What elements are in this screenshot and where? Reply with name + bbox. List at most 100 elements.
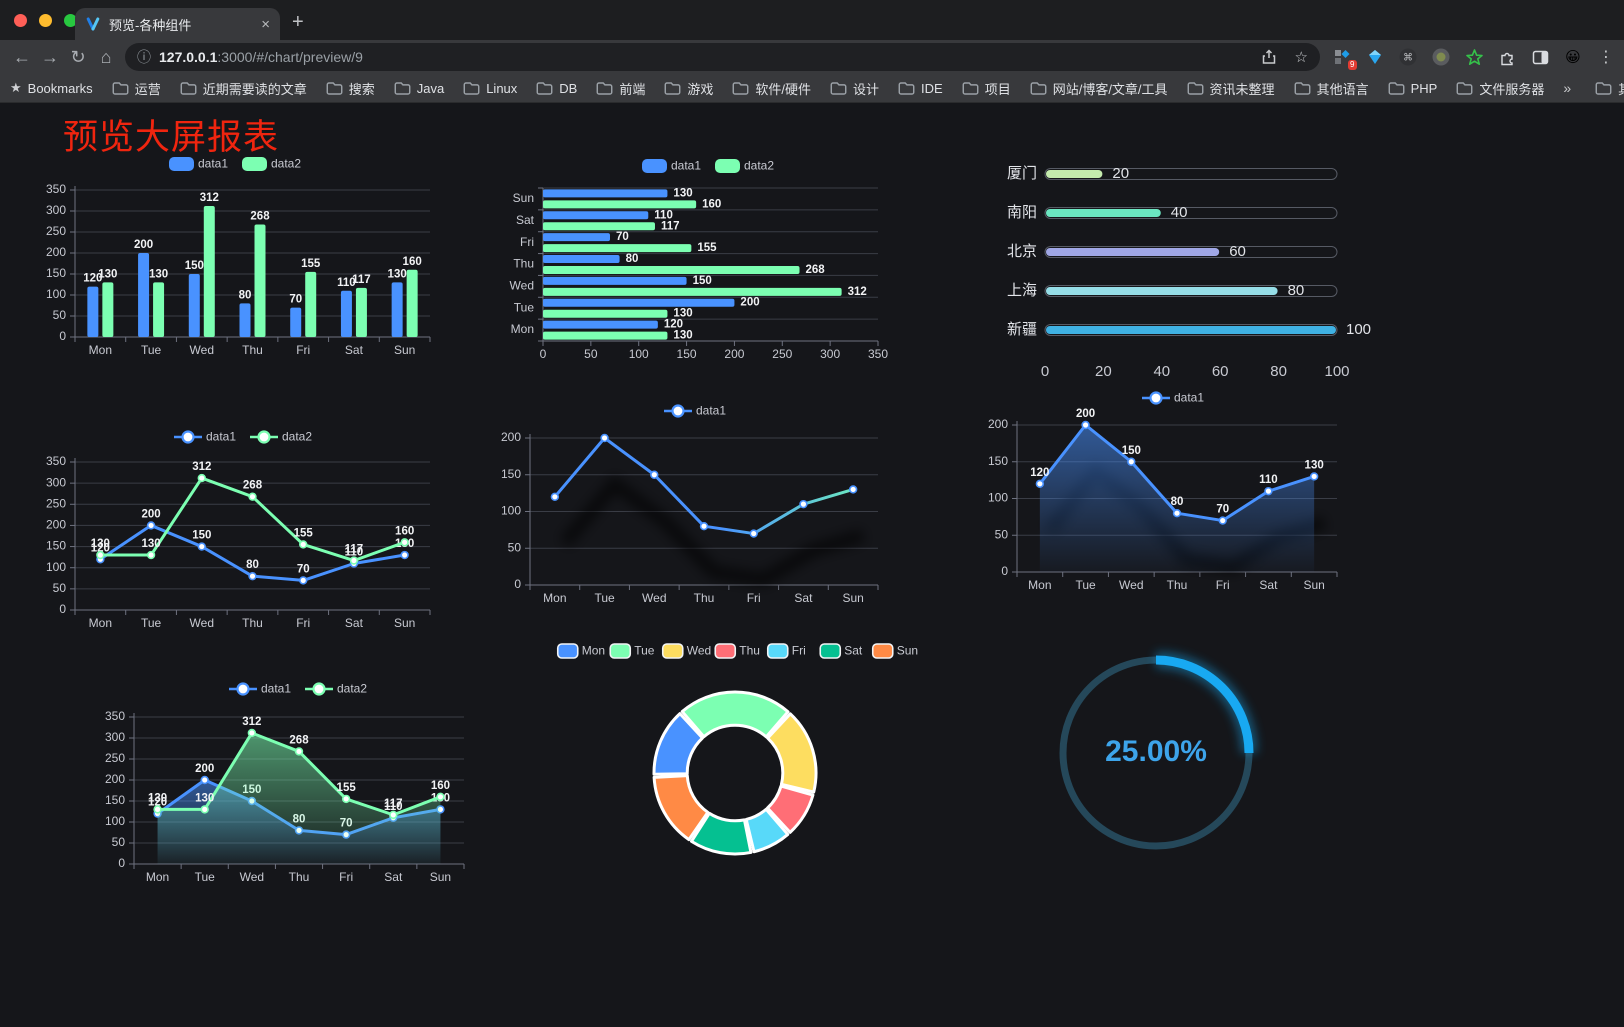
side-panel-icon[interactable]	[1530, 47, 1550, 67]
legend-item[interactable]: data2	[242, 157, 301, 171]
chart-canvas-line-two[interactable]: 0 50 100 150 200 250 300 350 Mon Tue Wed Thu Fri Sat S…	[40, 425, 442, 645]
legend-item[interactable]: Fri	[766, 643, 806, 659]
bar[interactable]	[203, 205, 215, 337]
data-point[interactable]	[153, 805, 162, 814]
bar[interactable]	[543, 331, 668, 340]
bookmark-folder[interactable]: PHP	[1388, 81, 1437, 96]
extensions-puzzle-icon[interactable]	[1497, 47, 1517, 67]
data-point[interactable]	[146, 521, 156, 530]
progress-fill[interactable]	[1046, 248, 1220, 256]
bar[interactable]	[543, 287, 842, 296]
data-point[interactable]	[436, 792, 445, 802]
bookmark-folder[interactable]: 项目	[962, 79, 1011, 98]
data-point[interactable]	[299, 576, 308, 585]
legend-item[interactable]: Wed	[661, 643, 711, 659]
data-point[interactable]	[200, 775, 209, 785]
pie-slice-Wed[interactable]	[766, 712, 818, 794]
browser-tab[interactable]: 预览-各种组件 ×	[75, 8, 280, 40]
legend-item[interactable]: data2	[715, 159, 774, 173]
chart-canvas-progress-list[interactable]: 厦门 20 南阳 40 北京 60 上海 80 新疆 100 0 20 40 60 80 100	[1000, 160, 1374, 388]
bar[interactable]	[543, 276, 687, 285]
bookmark-folder[interactable]: 近期需要读的文章	[180, 79, 307, 98]
share-icon[interactable]	[1261, 49, 1277, 65]
zoom-window-button[interactable]	[64, 14, 77, 27]
data-point[interactable]	[197, 473, 206, 483]
data-point[interactable]	[400, 538, 409, 547]
bookmark-star-icon[interactable]: ☆	[1294, 49, 1308, 66]
legend-item[interactable]: data1	[169, 157, 228, 171]
legend-item[interactable]: data1	[664, 404, 726, 418]
extension-star-icon[interactable]	[1464, 47, 1484, 67]
bar[interactable]	[355, 287, 367, 337]
legend-item[interactable]: data2	[305, 682, 367, 696]
bar[interactable]	[391, 282, 403, 337]
site-info-icon[interactable]: ⓘ	[137, 49, 151, 65]
chart-canvas-line-two-areas[interactable]: 0 50 100 150 200 250 300 350 Mon Tue Wed Thu Fri Sat S…	[100, 678, 494, 898]
bar[interactable]	[406, 269, 418, 337]
legend-item[interactable]: Thu	[714, 643, 760, 659]
data-point[interactable]	[1172, 508, 1182, 518]
home-icon[interactable]: ⌂	[100, 46, 112, 67]
extension-record-icon[interactable]	[1431, 47, 1451, 67]
data-point[interactable]	[197, 542, 206, 551]
bar[interactable]	[290, 307, 302, 337]
legend-item[interactable]: data2	[250, 430, 312, 444]
data-point[interactable]	[248, 571, 257, 581]
legend-item[interactable]: data1	[174, 430, 236, 444]
bar[interactable]	[543, 320, 658, 329]
bar[interactable]	[188, 274, 200, 337]
data-point[interactable]	[400, 550, 409, 560]
bar[interactable]	[340, 290, 352, 337]
extension-gem-icon[interactable]	[1365, 47, 1385, 67]
other-bookmarks-folder[interactable]: 其他书签	[1595, 79, 1624, 98]
bookmarks-overflow-chevron[interactable]: »	[1563, 80, 1572, 96]
bar[interactable]	[543, 255, 620, 263]
bar[interactable]	[153, 282, 165, 337]
tab-close-icon[interactable]: ×	[261, 15, 270, 33]
chart-canvas-gauge[interactable]: 25.00%	[1040, 640, 1280, 872]
bar[interactable]	[543, 200, 697, 209]
bar[interactable]	[543, 189, 668, 198]
bookmark-folder[interactable]: 软件/硬件	[732, 79, 811, 98]
legend-item[interactable]: Sun	[871, 643, 918, 659]
data-point[interactable]	[1264, 486, 1273, 496]
bookmark-folder[interactable]: 运营	[112, 79, 161, 98]
bookmark-folder[interactable]: IDE	[898, 81, 943, 96]
data-point[interactable]	[1035, 479, 1045, 489]
bookmark-folder[interactable]: 资讯未整理	[1187, 79, 1275, 98]
bar[interactable]	[102, 282, 114, 337]
legend-item[interactable]: Sat	[819, 643, 863, 659]
chart-canvas-bar-vertical[interactable]: 0 50 100 150 200 250 300 350 Mon Tue Wed Thu Fri Sat S…	[40, 150, 442, 372]
bar[interactable]	[254, 224, 266, 337]
bar[interactable]	[138, 253, 150, 337]
data-point[interactable]	[799, 499, 808, 509]
chart-canvas-donut[interactable]: Mon Tue Wed Thu Fri Sat Sun	[545, 640, 939, 875]
data-point[interactable]	[550, 492, 560, 502]
data-point[interactable]	[1218, 516, 1227, 525]
extension-grid-icon[interactable]: 9	[1332, 47, 1357, 70]
data-point[interactable]	[146, 550, 156, 560]
bookmark-folder[interactable]: 文件服务器	[1456, 79, 1544, 98]
legend-item[interactable]: data1	[229, 682, 291, 696]
data-point[interactable]	[389, 810, 398, 820]
data-point[interactable]	[96, 550, 105, 560]
data-point[interactable]	[200, 805, 209, 814]
bookmark-folder[interactable]: DB	[536, 81, 577, 96]
bar[interactable]	[87, 286, 99, 337]
bar[interactable]	[543, 222, 655, 231]
data-point[interactable]	[349, 556, 359, 565]
chart-canvas-line-gradient[interactable]: 0 50 100 150 200 Mon Tue Wed Thu Fri Sat Sun data1	[495, 400, 889, 617]
profile-avatar[interactable]: 😀	[1565, 49, 1581, 66]
pie-slice-Sat[interactable]	[690, 811, 753, 856]
legend-item[interactable]: Mon	[556, 643, 605, 659]
bookmark-folder[interactable]: Linux	[463, 81, 517, 96]
data-point[interactable]	[650, 470, 659, 479]
reload-icon[interactable]: ↻	[70, 46, 86, 67]
data-point[interactable]	[749, 529, 758, 538]
bar[interactable]	[239, 303, 251, 337]
data-point[interactable]	[248, 492, 257, 501]
bar[interactable]	[305, 271, 317, 337]
bookmark-folder[interactable]: 设计	[830, 79, 879, 98]
bar[interactable]	[543, 298, 735, 307]
data-point[interactable]	[699, 521, 709, 531]
